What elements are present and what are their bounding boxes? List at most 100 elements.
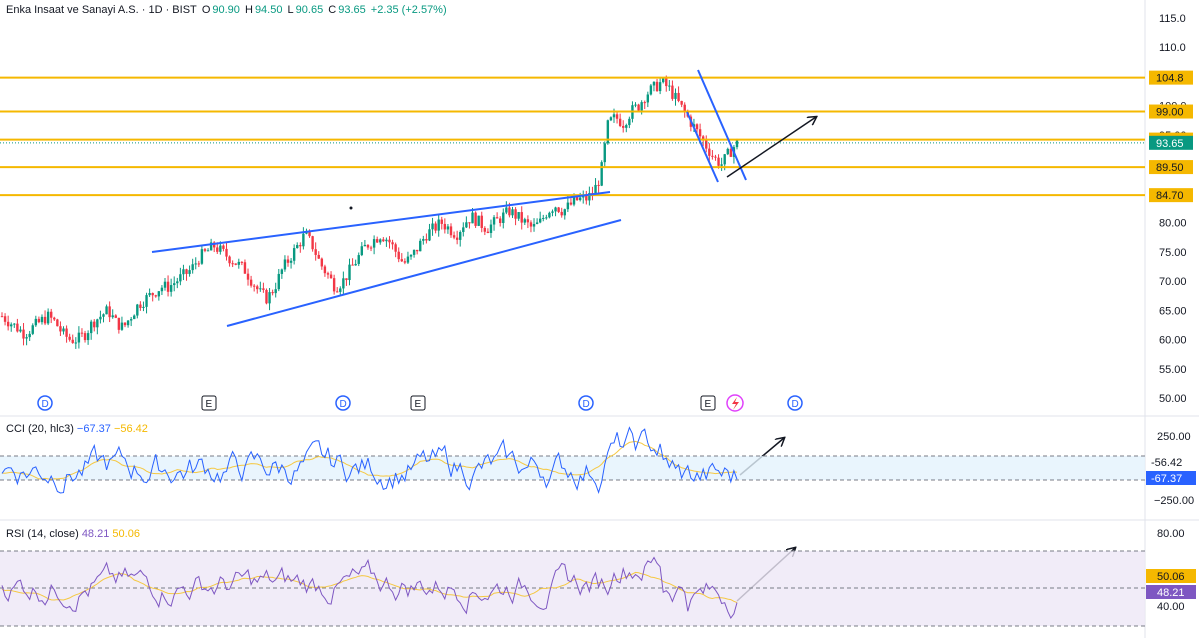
cci-ma-line <box>1 440 738 480</box>
rsi-header[interactable]: RSI (14, close) 48.21 50.06 <box>6 528 140 540</box>
candle-body <box>292 248 296 261</box>
candle-body <box>397 251 400 260</box>
wedge-lower-line <box>226 219 622 327</box>
candle-body <box>89 321 93 334</box>
candle-body <box>65 328 68 337</box>
candle-body <box>575 196 579 201</box>
svg-text:D: D <box>42 399 49 410</box>
candle-body <box>449 226 453 236</box>
dividend-marker[interactable]: D <box>578 395 594 411</box>
cci-header[interactable]: CCI (20, hlc3) −67.37 −56.42 <box>6 423 148 435</box>
price-tick: 115.0 <box>1159 13 1186 25</box>
candle-body <box>406 256 410 263</box>
split-marker[interactable] <box>726 394 744 412</box>
candle-body <box>332 278 336 292</box>
candle-body <box>674 92 677 99</box>
candle-body <box>185 269 188 274</box>
candle-body <box>237 261 240 265</box>
candle-body <box>560 211 563 216</box>
candle-body <box>22 329 25 339</box>
cci-value-tag: -67.37 <box>1146 471 1196 485</box>
candle-body <box>219 245 222 252</box>
candle-body <box>259 288 262 290</box>
candle-body <box>222 245 225 249</box>
symbol-title[interactable]: Enka Insaat ve Sanayi A.S. · 1D · BIST <box>6 4 197 16</box>
rsi-value-tag: 48.21 <box>1146 585 1196 599</box>
close-label: C <box>328 4 337 16</box>
level-tag: 84.70 <box>1149 188 1193 203</box>
candle-body <box>400 259 403 262</box>
earnings-marker[interactable]: E <box>201 395 217 411</box>
candle-body <box>566 202 570 210</box>
candle-body <box>360 246 364 256</box>
candle-body <box>163 281 167 288</box>
candle-body <box>372 239 376 248</box>
candle-body <box>603 143 606 163</box>
candle-body <box>597 184 600 186</box>
candle-body <box>339 288 342 292</box>
candle-body <box>99 316 102 320</box>
candle-body <box>385 239 388 242</box>
level-tag: 89.50 <box>1149 160 1193 175</box>
open-value: 90.90 <box>212 4 240 16</box>
candle-body <box>578 197 582 201</box>
candle-body <box>280 269 284 274</box>
candle-body <box>246 273 250 280</box>
rsi-ma-tag: 50.06 <box>1146 569 1196 583</box>
candle-body <box>618 118 622 126</box>
rsi-ma-line <box>1 571 738 604</box>
dividend-marker[interactable]: D <box>37 395 53 411</box>
candle-body <box>486 231 490 233</box>
candle-body <box>311 236 314 250</box>
candle-body <box>108 306 111 318</box>
price-tick: 55.00 <box>1159 364 1187 376</box>
candle-body <box>557 207 560 212</box>
rsi-tick-80: 80.00 <box>1157 528 1185 540</box>
svg-text:E: E <box>705 399 712 410</box>
candle-body <box>452 235 456 238</box>
candle-body <box>646 94 650 103</box>
svg-text:D: D <box>583 399 590 410</box>
candle-body <box>422 238 425 241</box>
candle-body <box>86 333 90 341</box>
candle-body <box>717 157 720 166</box>
candle-body <box>637 104 640 111</box>
candle-body <box>105 306 108 315</box>
candle-body <box>157 291 161 297</box>
svg-text:48.21: 48.21 <box>1157 587 1185 599</box>
candle-body <box>46 311 50 324</box>
candle-body <box>80 332 84 334</box>
cci-pane: 250.00 −250.00 -56.42 -67.37 <box>0 426 1196 507</box>
chart-header: Enka Insaat ve Sanayi A.S. · 1D · BIST O… <box>6 4 449 16</box>
candle-body <box>572 196 576 205</box>
candle-body <box>59 326 62 332</box>
svg-text:50.06: 50.06 <box>1157 571 1185 583</box>
candle-body <box>194 263 197 265</box>
dividend-marker[interactable]: D <box>335 395 351 411</box>
candle-body <box>336 291 339 293</box>
candle-body <box>117 317 121 330</box>
candle-body <box>277 273 280 290</box>
price-tick: 60.00 <box>1159 335 1187 347</box>
dividend-marker[interactable]: D <box>787 395 803 411</box>
channel-lower-line <box>686 111 719 183</box>
candle-body <box>43 316 47 324</box>
candle-body <box>499 218 502 223</box>
svg-text:E: E <box>206 399 213 410</box>
earnings-marker[interactable]: E <box>410 395 426 411</box>
candle-body <box>320 258 324 267</box>
svg-text:D: D <box>792 399 799 410</box>
candle-body <box>151 293 154 296</box>
price-tick: 50.00 <box>1159 393 1187 405</box>
candle-body <box>585 195 588 201</box>
candle-body <box>314 249 317 255</box>
candle-body <box>523 219 527 223</box>
candle-body <box>252 285 256 287</box>
candle-body <box>609 117 613 121</box>
stray-dot <box>349 206 353 210</box>
candle-body <box>154 295 157 297</box>
candle-body <box>708 148 711 156</box>
earnings-marker[interactable]: E <box>700 395 716 411</box>
